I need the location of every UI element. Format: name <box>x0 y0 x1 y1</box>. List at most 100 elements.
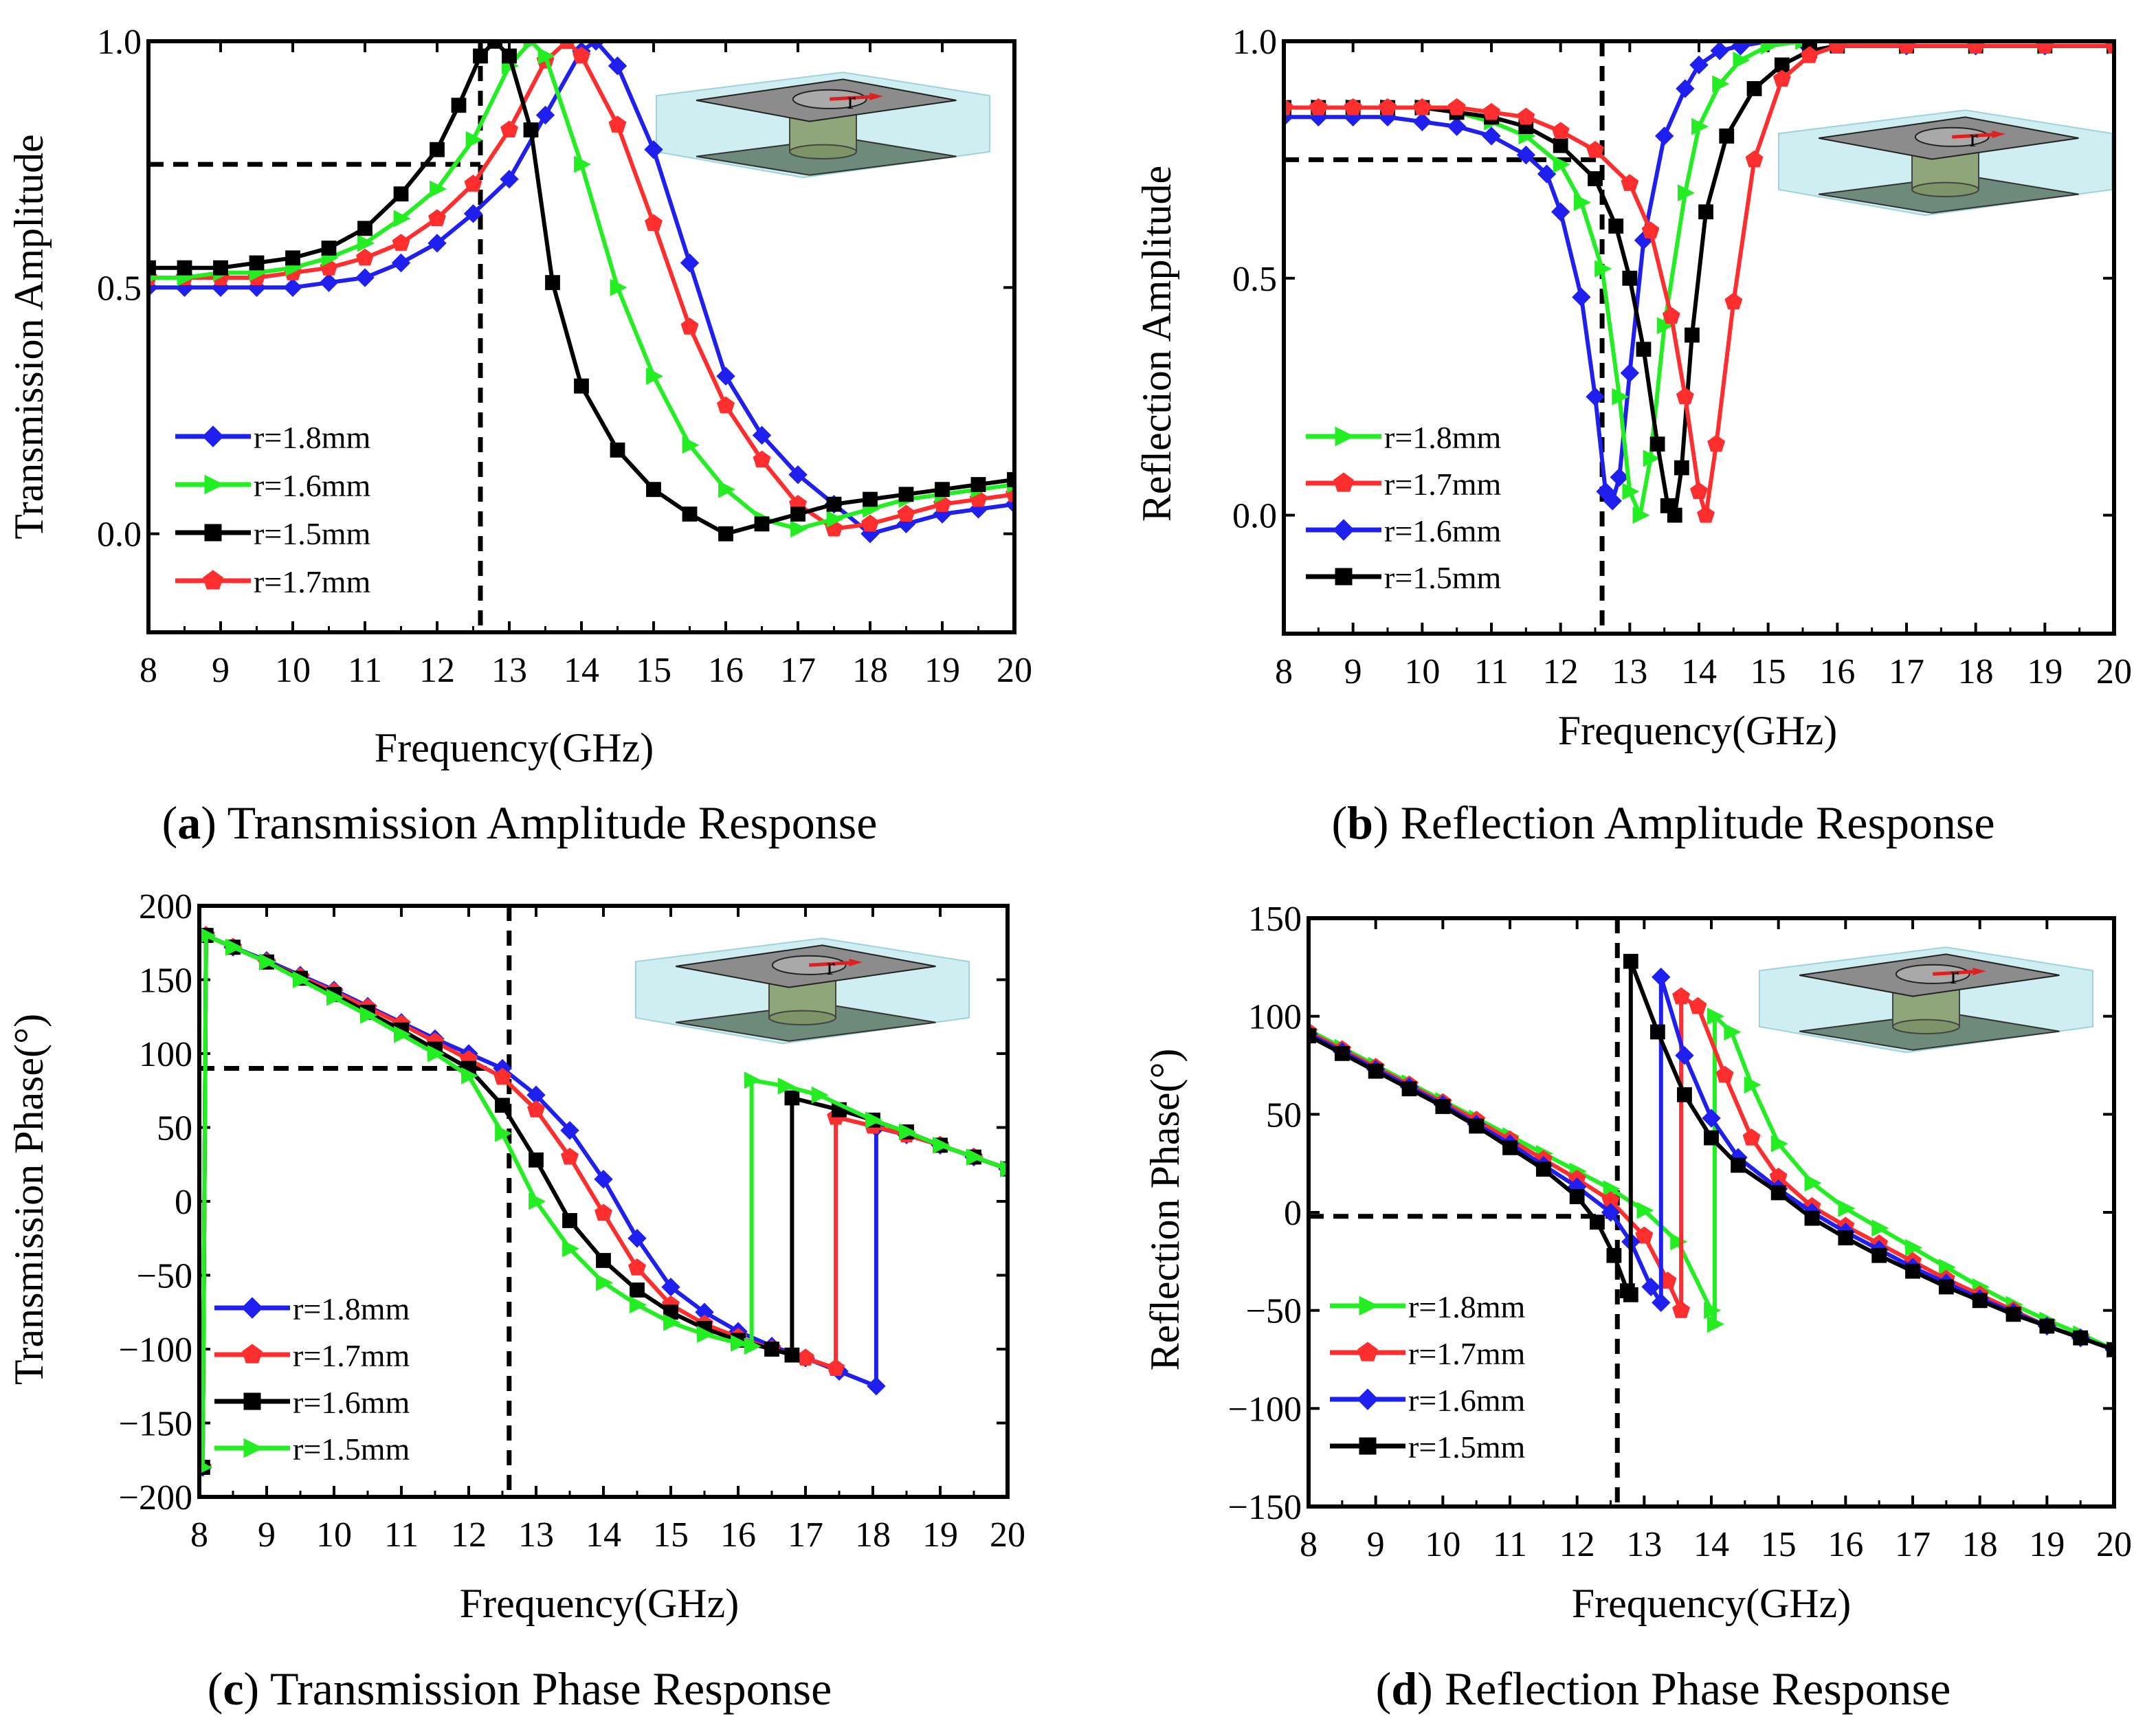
data-point <box>897 504 915 522</box>
y-tick-label: 150 <box>139 962 192 1001</box>
caption-a-text: Transmission Amplitude Response <box>227 797 878 849</box>
data-point <box>610 442 625 458</box>
panel-a: 8 9 10 11 12 13 14 15 16 17 18 19 20 0.0 0.5 1.0 r r=1.8m… <box>6 23 1032 770</box>
y-tick-label: 0 <box>1284 1194 1302 1233</box>
legend-label: r=1.6mm <box>1408 1383 1526 1418</box>
data-point <box>1588 171 1603 186</box>
plot-frame <box>146 39 1016 634</box>
data-point <box>393 186 409 202</box>
data-point <box>610 278 627 296</box>
x-tick-label: 16 <box>708 651 744 690</box>
data-point <box>461 1067 479 1085</box>
y-tick-label: 0.5 <box>97 269 142 308</box>
inset-arrow-head <box>869 92 883 100</box>
inset-arrow-head <box>1992 130 2005 138</box>
legend-label: r=1.5mm <box>1384 560 1502 595</box>
data-point <box>1871 1219 1889 1237</box>
data-point <box>1670 1233 1688 1251</box>
data-point <box>630 1282 645 1298</box>
x-tick-label: 19 <box>2029 1525 2065 1564</box>
data-point <box>1676 387 1694 405</box>
y-tick-label: −200 <box>119 1478 192 1518</box>
data-point <box>1623 1287 1638 1302</box>
data-point <box>682 507 698 522</box>
x-tick-label: 19 <box>2027 652 2063 691</box>
caption-a-letter: a <box>177 797 201 849</box>
data-point <box>1447 117 1467 136</box>
data-point <box>356 248 374 266</box>
data-point <box>1704 1302 1722 1320</box>
panel-d: 8 9 10 11 12 13 14 15 16 17 18 19 20 −150 −100 −50 0 50 10… <box>1142 900 2132 1626</box>
data-point <box>259 953 277 971</box>
inset-radius-label: r <box>1970 124 1978 152</box>
legend-marker <box>1359 1437 1377 1455</box>
data-point <box>326 988 344 1006</box>
data-point <box>863 491 878 507</box>
y-tick-label: 50 <box>1266 1096 1302 1135</box>
data-point <box>1623 953 1638 969</box>
legend-marker <box>243 1438 264 1458</box>
data-point <box>867 1377 886 1396</box>
inset-radius-arrow <box>1933 970 1973 976</box>
x-tick-label: 8 <box>190 1515 208 1555</box>
plot-frame <box>1307 916 2116 1509</box>
data-point <box>199 1460 213 1474</box>
x-tick-label: 18 <box>1962 1525 1998 1564</box>
x-tick-label: 10 <box>275 651 311 690</box>
x-tick-label: 13 <box>491 651 527 690</box>
x-tick-label: 15 <box>1761 1525 1797 1564</box>
x-tick-label: 20 <box>990 1515 1025 1555</box>
data-point <box>1719 129 1735 144</box>
caption-c-letter: c <box>223 1663 244 1715</box>
data-point <box>1649 1024 1665 1040</box>
data-point <box>321 241 337 256</box>
data-point <box>1601 1203 1621 1222</box>
data-point <box>495 1098 510 1113</box>
y-tick-label: 0.5 <box>1232 260 1277 299</box>
data-point <box>1689 997 1707 1014</box>
data-point <box>2039 1318 2055 1334</box>
x-tick-label: 9 <box>1344 652 1362 691</box>
series-group <box>199 926 1008 1477</box>
x-tick-label: 12 <box>1543 652 1579 691</box>
unit-cell-inset: r <box>1759 946 2093 1054</box>
data-point <box>1690 482 1708 500</box>
x-tick-label: 13 <box>518 1515 554 1555</box>
data-point <box>1675 1046 1694 1065</box>
data-point <box>1871 1247 1887 1263</box>
data-point <box>1590 1214 1605 1230</box>
data-point <box>428 209 446 226</box>
data-point <box>1724 292 1743 310</box>
data-point <box>1674 460 1689 476</box>
data-point <box>1551 202 1570 221</box>
unit-cell-inset: r <box>1778 109 2113 216</box>
data-point <box>1594 260 1612 278</box>
data-point <box>465 131 483 148</box>
data-point <box>1672 1301 1690 1318</box>
data-point <box>211 278 230 298</box>
data-point <box>608 115 627 133</box>
legend-marker <box>204 474 225 495</box>
data-point <box>630 1296 647 1314</box>
data-point <box>1804 1210 1820 1226</box>
data-point <box>826 510 844 528</box>
data-point <box>784 1090 800 1106</box>
series-line-red <box>1309 994 2114 1352</box>
data-point <box>861 514 879 532</box>
legend-label: r=1.6mm <box>254 468 371 503</box>
data-point <box>1731 1157 1746 1173</box>
x-tick-label: 13 <box>1626 1525 1662 1564</box>
data-point <box>752 425 772 445</box>
data-point <box>427 1045 445 1063</box>
data-point <box>562 1240 580 1258</box>
data-point <box>682 436 700 454</box>
data-point <box>1667 507 1682 523</box>
data-point <box>537 47 555 65</box>
data-point <box>430 142 445 157</box>
x-tick-label: 9 <box>1367 1525 1385 1564</box>
y-tick-label: 0 <box>175 1183 192 1222</box>
data-point <box>663 1313 681 1331</box>
data-point <box>573 46 590 64</box>
data-point <box>790 507 805 522</box>
